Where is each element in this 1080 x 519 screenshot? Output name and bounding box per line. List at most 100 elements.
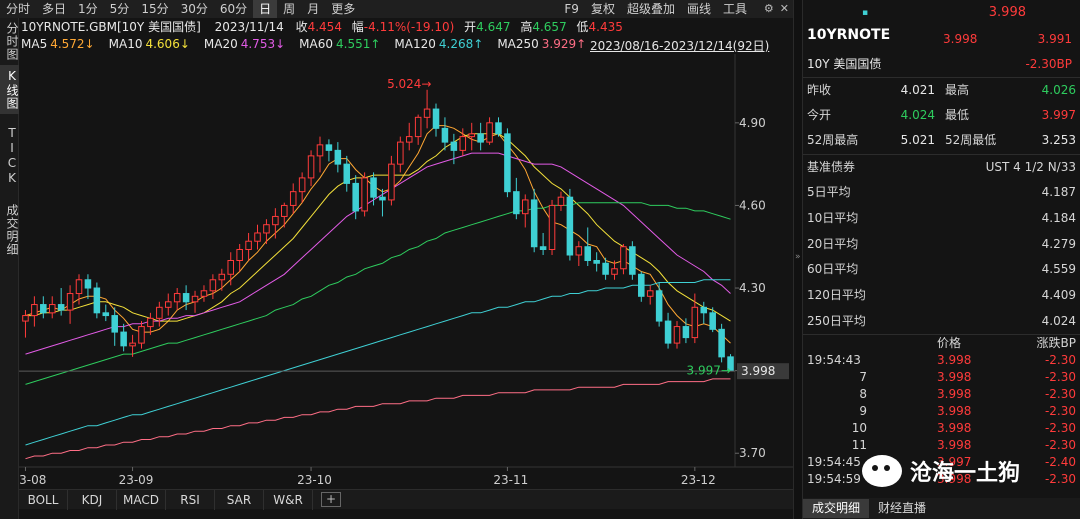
tick-row: 19:54:59 3.998 -2.30 [807,470,1076,488]
date-range[interactable]: 2023/08/16-2023/12/14(92日) [590,39,770,53]
period-tab-4[interactable]: 15分 [141,2,169,16]
left-nav-item-0[interactable]: 分时图 [5,22,19,61]
ma-line-ma120 [25,279,731,446]
toolbar-right-item-4[interactable]: 工具 [722,2,747,16]
right-tab-0[interactable]: 成交明细 [803,499,870,518]
candle-body [468,133,475,138]
ma-legend-2: MA20 4.753↓ [204,37,293,51]
x-tick-label: 23-11 [493,473,528,487]
candle-body [40,304,47,314]
period-tab-2[interactable]: 1分 [78,2,98,16]
toolbar-right-item-0[interactable]: F9 [564,2,579,16]
left-nav-item-3[interactable]: 成交明细 [5,204,19,256]
candle-body [48,304,56,314]
instrument-cn-name: 10Y 美国国债 [807,57,882,71]
panel-divider[interactable]: » [793,0,803,519]
candle-body [164,301,172,308]
tick-time: 19:54:43 [807,353,861,367]
change-bp: -2.30BP [1025,57,1072,71]
ma-value: 4.753↓ [240,37,286,51]
toolbar-right-item-3[interactable]: 画线 [686,2,711,16]
average-label: 250日平均 [807,314,866,328]
candle-body [75,279,83,295]
candle-body [281,204,288,217]
indicator-tab-4[interactable]: SAR [215,489,264,510]
left-nav-item-2[interactable]: TICK [5,126,19,186]
candle-body [209,279,217,292]
indicator-tabs: BOLL KDJ MACD RSI SAR W&R + [19,489,793,510]
toolbar-right: F9 复权 超级叠加 画线 工具 [558,0,753,18]
pin-icon[interactable]: ▪ [862,8,869,18]
ma-legend-4: MA120 4.268↑ [394,37,491,51]
indicator-tab-2[interactable]: MACD [117,489,166,510]
average-value: 4.187 [1041,185,1076,199]
tick-price: 3.998 [937,404,972,418]
candle-body [102,312,110,317]
period-tab-5[interactable]: 30分 [180,2,208,16]
period-tab-9[interactable]: 月 [307,2,320,16]
ma-legend-3: MA60 4.551↑ [299,37,388,51]
candle-body [450,141,458,151]
period-tab-10[interactable]: 更多 [331,2,356,16]
indicator-tab-3[interactable]: RSI [166,489,215,510]
candle-body [655,290,663,322]
candle-body [414,116,422,138]
stat-value: 5.021 [900,133,935,147]
period-tab-8[interactable]: 周 [283,2,296,16]
toolbar-right-item-1[interactable]: 复权 [590,2,615,16]
candle-body [236,248,243,261]
period-tab-1[interactable]: 多日 [42,2,67,16]
candle-body [254,232,261,242]
average-label: 60日平均 [807,262,859,277]
indicator-tab-5[interactable]: W&R [264,489,313,510]
x-tick-label: 23-12 [681,473,716,487]
candle-body [129,342,136,347]
stat-value: 4.024 [900,108,935,122]
collapse-icon[interactable]: » [795,252,801,262]
right-panel: ▪ 3.998 10YRNOTE 3.998 3.991 10Y 美国国债 -2… [803,0,1080,519]
candle-body [191,295,199,303]
period-tab-0[interactable]: 分时 [6,2,31,16]
toolbar-right-item-2[interactable]: 超级叠加 [626,2,675,16]
tick-price: 3.998 [937,472,972,486]
indicator-tab-1[interactable]: KDJ [68,489,117,510]
candle-body [156,306,163,319]
average-row: 5日平均 4.187 [807,183,1076,201]
candle-body [334,149,342,165]
tick-change: -2.30 [1044,404,1076,418]
watermark-text: 沧海一土狗 [910,461,1021,486]
tick-time: 7 [859,370,867,384]
candle-body [405,136,413,143]
right-tab-1[interactable]: 财经直播 [878,501,927,515]
tick-time: 9 [859,404,867,418]
tick-time: 11 [851,438,867,452]
change-label: 幅 [351,20,364,34]
min-price-label: 3.997→ [687,364,731,378]
close-label: 收 [295,20,308,34]
candle-body [477,133,484,143]
tick-change: -2.40 [1044,455,1076,469]
low-value: 4.435 [588,20,623,34]
candle-body [629,246,636,275]
period-tab-3[interactable]: 5分 [109,2,130,16]
indicator-tab-0[interactable]: BOLL [19,489,68,510]
candle-body [361,177,368,212]
add-indicator-icon[interactable]: + [321,492,341,507]
quote-date: 2023/11/14 [214,20,284,34]
kline-chart[interactable]: 4.904.604.304.003.7023-0823-0923-1023-11… [19,54,793,488]
period-tab-6[interactable]: 60分 [219,2,248,16]
x-tick-label: 23-10 [297,473,332,487]
candle-body [352,182,359,212]
ma-label: MA60 [299,37,333,51]
x-tick-label: 23-08 [19,473,46,487]
y-tick-label: 4.60 [739,198,766,212]
period-tab-7[interactable]: 日 [253,0,278,18]
ma-legend-0: MA5 4.572↓ [21,37,103,51]
change-value: -4.11%(-19.10) [363,20,455,34]
settings-icon[interactable]: ⚙ [763,2,774,15]
wechat-icon [862,455,902,487]
candle-body [263,224,270,234]
close-icon[interactable]: ✕ [779,2,789,15]
left-nav-item-1[interactable]: K线图 [0,65,19,114]
bench-label: 基准债券 [807,160,856,174]
